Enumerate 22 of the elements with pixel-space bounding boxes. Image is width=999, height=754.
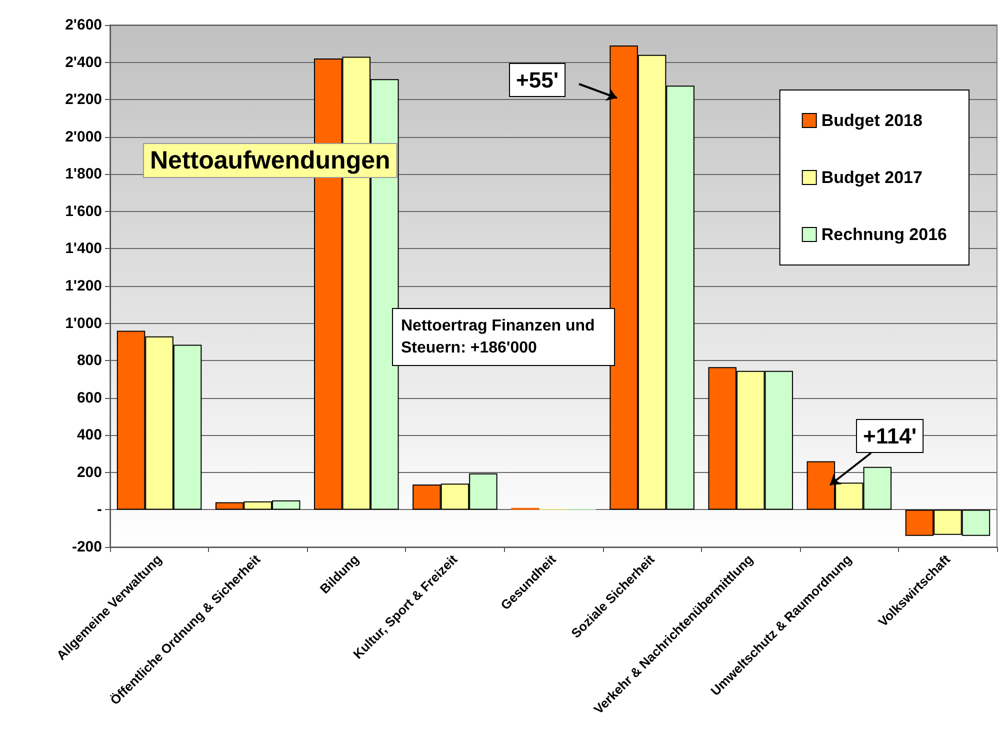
y-tick-label: 1'200 [65, 278, 102, 294]
annotation: Nettoertrag Finanzen und Steuern: +186'000 [401, 318, 600, 356]
y-tick-label: 2'200 [65, 91, 102, 108]
legend-label: Budget 2017 [821, 168, 922, 187]
y-tick-label: 2'000 [65, 128, 102, 146]
y-tick-label: 200 [76, 464, 102, 481]
y-tick-label: 1'800 [65, 166, 102, 183]
y-tick-label: - [97, 501, 102, 518]
legend-label: Rechnung 2016 [821, 225, 948, 244]
legend-label: Budget 2018 [821, 111, 922, 130]
y-tick-label: 2'600 [65, 16, 102, 34]
annotation: +55' [516, 68, 559, 92]
y-tick-label: 400 [76, 426, 102, 444]
y-tick-label: 1'000 [65, 314, 102, 332]
y-tick-label: 1'400 [65, 240, 102, 258]
y-tick-label: 1'600 [65, 202, 102, 220]
y-tick-label: 600 [76, 389, 102, 406]
y-tick-label: -200 [72, 538, 102, 556]
annotation: +114' [863, 424, 917, 448]
y-tick-label: 2'400 [65, 54, 102, 71]
y-tick-label: 800 [76, 352, 102, 370]
text: Nettoaufwendungen [150, 146, 390, 174]
